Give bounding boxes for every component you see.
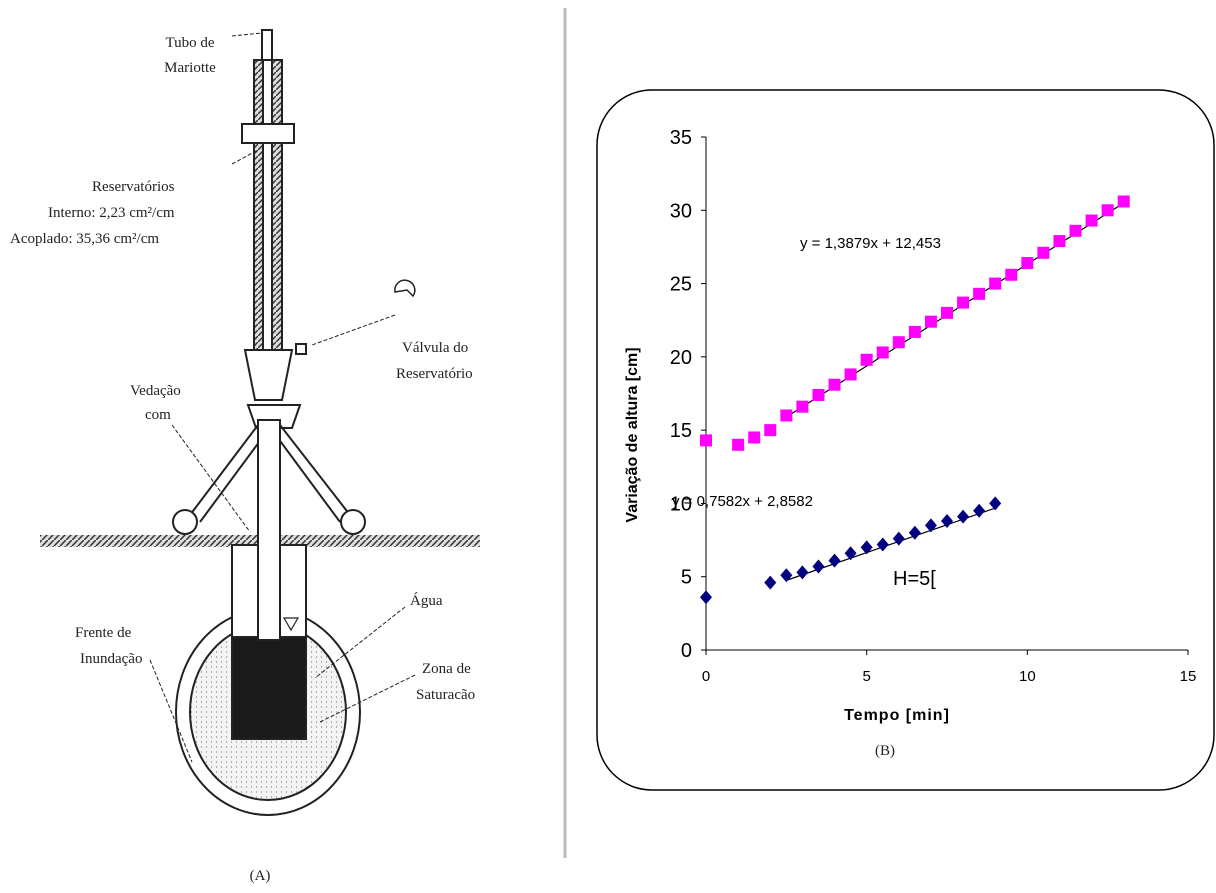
diagram-label: Reservatórios <box>92 179 175 195</box>
point <box>1117 195 1130 208</box>
diagram-label: Mariotte <box>164 60 216 76</box>
diagram-label: Zona de <box>422 661 471 677</box>
point <box>860 540 873 555</box>
diagram-label: Saturacão <box>416 687 475 703</box>
point <box>796 400 809 413</box>
y-tick-label: 10 <box>670 493 692 515</box>
point <box>957 296 970 309</box>
point <box>989 496 1002 511</box>
point <box>1101 204 1114 217</box>
diagram-label: Tubo de <box>165 35 214 51</box>
point <box>844 368 857 381</box>
diagram-label: Válvula do <box>402 340 468 356</box>
point <box>780 568 793 583</box>
annotation: y = 1,3879x + 12,453 <box>800 235 941 252</box>
x-tick-label: 10 <box>1019 668 1036 685</box>
point <box>732 438 745 451</box>
point <box>796 565 809 580</box>
point <box>700 434 712 447</box>
diagram-label: Vedação <box>130 383 181 399</box>
point <box>957 509 970 524</box>
y-tick-label: 20 <box>670 347 692 369</box>
point <box>1021 257 1034 270</box>
point <box>1085 214 1098 227</box>
point <box>812 559 825 574</box>
point <box>924 315 937 328</box>
chart-frame <box>596 89 1215 791</box>
point <box>924 518 937 533</box>
diagram-label: Frente de <box>75 625 132 641</box>
point <box>908 525 921 540</box>
point <box>941 306 953 319</box>
point <box>1053 235 1066 248</box>
y-axis-title: Variação de altura [cm] <box>624 347 641 522</box>
annotation: H=5[ <box>893 568 936 590</box>
point <box>764 575 777 590</box>
point <box>764 424 777 437</box>
y-tick-label: 35 <box>670 127 692 149</box>
y-tick-label: 15 <box>670 420 692 442</box>
diagram-label: Reservatório <box>396 366 473 382</box>
caption-a: (A) <box>250 868 271 884</box>
y-tick-label: 5 <box>681 567 692 589</box>
diagram-label: Inundação <box>80 651 142 667</box>
y-tick-label: 25 <box>670 274 692 296</box>
x-tick-label: 5 <box>862 668 870 685</box>
point <box>844 546 857 561</box>
x-axis-title: Tempo [min] <box>844 707 950 724</box>
diagram-label: Água <box>410 592 443 609</box>
point <box>1069 224 1082 237</box>
point <box>876 537 889 552</box>
x-tick-label: 0 <box>702 668 710 685</box>
trendline <box>786 202 1125 418</box>
point <box>876 346 889 359</box>
y-tick-label: 0 <box>681 640 692 662</box>
diagram-label: com <box>145 407 171 423</box>
y-tick-label: 30 <box>670 200 692 222</box>
point <box>973 503 986 518</box>
point <box>1037 246 1050 259</box>
point <box>748 431 761 444</box>
caption-b: (B) <box>875 743 895 759</box>
annotation: y = 0,7582x + 2,8582 <box>672 493 813 510</box>
point <box>892 336 905 349</box>
point <box>892 531 905 546</box>
point <box>828 553 841 568</box>
point <box>908 325 921 338</box>
point <box>941 514 953 529</box>
point <box>860 353 873 366</box>
point <box>973 287 986 300</box>
point <box>812 388 825 401</box>
point <box>780 409 793 422</box>
point <box>700 590 712 605</box>
point <box>1005 268 1018 281</box>
apparatus <box>40 29 480 816</box>
diagram-label: Interno: 2,23 cm²/cm <box>48 205 175 221</box>
point <box>828 378 841 391</box>
point <box>989 277 1002 290</box>
x-tick-label: 15 <box>1180 668 1197 685</box>
diagram-label: Acoplado: 35,36 cm²/cm <box>10 231 159 247</box>
